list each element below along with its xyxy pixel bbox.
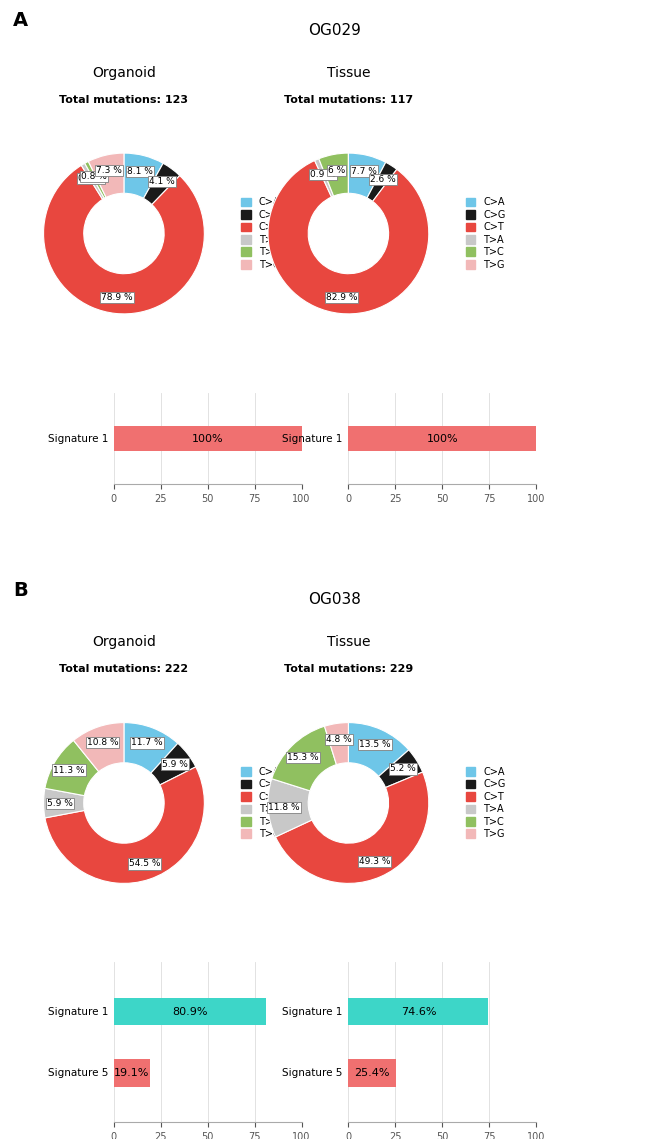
- Text: Signature 1: Signature 1: [282, 1007, 343, 1016]
- Text: 0.9 %: 0.9 %: [310, 170, 336, 179]
- Wedge shape: [151, 744, 196, 785]
- Text: 100%: 100%: [192, 434, 224, 443]
- Text: 11.3 %: 11.3 %: [53, 765, 84, 775]
- Text: 100%: 100%: [426, 434, 458, 443]
- Text: 25.4%: 25.4%: [354, 1068, 390, 1077]
- Text: Total mutations: 123: Total mutations: 123: [60, 95, 188, 105]
- Legend: C>A, C>G, C>T, T>A, T>C, T>G: C>A, C>G, C>T, T>A, T>C, T>G: [239, 196, 283, 271]
- Wedge shape: [74, 722, 124, 772]
- Wedge shape: [45, 740, 98, 796]
- Wedge shape: [44, 165, 204, 314]
- Text: Tissue: Tissue: [327, 636, 370, 649]
- Text: Organoid: Organoid: [92, 636, 156, 649]
- Text: 8.1 %: 8.1 %: [127, 166, 153, 175]
- Text: 0.8 %: 0.8 %: [81, 172, 107, 181]
- Text: 7.3 %: 7.3 %: [96, 166, 122, 175]
- Wedge shape: [124, 153, 163, 198]
- Wedge shape: [268, 161, 429, 314]
- Text: 0.8 %: 0.8 %: [78, 173, 104, 182]
- Text: 11.7 %: 11.7 %: [131, 738, 163, 747]
- Text: 7.7 %: 7.7 %: [351, 166, 377, 175]
- Text: 6 %: 6 %: [328, 166, 345, 174]
- Wedge shape: [81, 163, 105, 199]
- Text: 19.1%: 19.1%: [114, 1068, 149, 1077]
- Wedge shape: [324, 722, 348, 764]
- Text: 2.6 %: 2.6 %: [370, 174, 396, 183]
- Legend: C>A, C>G, C>T, T>A, T>C, T>G: C>A, C>G, C>T, T>A, T>C, T>G: [239, 765, 283, 841]
- Wedge shape: [124, 722, 178, 773]
- Text: 15.3 %: 15.3 %: [287, 753, 319, 762]
- Text: Signature 5: Signature 5: [282, 1068, 343, 1077]
- Text: 78.9 %: 78.9 %: [101, 293, 133, 302]
- Wedge shape: [275, 772, 429, 884]
- Text: 80.9%: 80.9%: [172, 1007, 208, 1016]
- Bar: [114, 1059, 149, 1087]
- Wedge shape: [367, 162, 397, 202]
- Text: A: A: [13, 11, 29, 31]
- Text: 13.5 %: 13.5 %: [359, 740, 391, 748]
- Text: 10.8 %: 10.8 %: [86, 738, 119, 747]
- Text: Organoid: Organoid: [92, 66, 156, 80]
- Text: Signature 1: Signature 1: [48, 1007, 109, 1016]
- Wedge shape: [44, 788, 84, 818]
- Bar: [348, 426, 536, 451]
- Text: Signature 1: Signature 1: [48, 434, 109, 443]
- Text: 82.9 %: 82.9 %: [326, 293, 357, 302]
- Wedge shape: [268, 779, 312, 837]
- Text: 5.2 %: 5.2 %: [390, 764, 416, 773]
- Bar: [114, 998, 266, 1025]
- Text: OG029: OG029: [309, 23, 361, 38]
- Bar: [114, 426, 302, 451]
- Text: OG038: OG038: [309, 592, 361, 607]
- Text: 74.6%: 74.6%: [401, 1007, 436, 1016]
- Text: 54.5 %: 54.5 %: [129, 860, 160, 868]
- Text: Signature 1: Signature 1: [282, 434, 343, 443]
- Wedge shape: [348, 722, 409, 777]
- Wedge shape: [88, 153, 124, 197]
- Text: Signature 5: Signature 5: [48, 1068, 109, 1077]
- Text: Tissue: Tissue: [327, 66, 370, 80]
- Text: 5.9 %: 5.9 %: [162, 760, 188, 769]
- Text: Total mutations: 229: Total mutations: 229: [284, 664, 413, 674]
- Text: 4.1 %: 4.1 %: [149, 178, 175, 187]
- Wedge shape: [272, 727, 336, 790]
- Wedge shape: [348, 153, 386, 198]
- Text: 4.8 %: 4.8 %: [326, 735, 352, 744]
- Bar: [348, 1059, 396, 1087]
- Text: Total mutations: 117: Total mutations: 117: [284, 95, 413, 105]
- Wedge shape: [319, 153, 348, 196]
- Wedge shape: [85, 162, 106, 198]
- Text: 5.9 %: 5.9 %: [47, 798, 72, 808]
- Wedge shape: [379, 749, 423, 787]
- Legend: C>A, C>G, C>T, T>A, T>C, T>G: C>A, C>G, C>T, T>A, T>C, T>G: [464, 765, 508, 841]
- Text: Total mutations: 222: Total mutations: 222: [60, 664, 188, 674]
- Wedge shape: [143, 163, 180, 205]
- Wedge shape: [315, 158, 334, 197]
- Wedge shape: [45, 767, 204, 884]
- Text: 11.8 %: 11.8 %: [269, 803, 300, 812]
- Text: B: B: [13, 581, 28, 600]
- Bar: [348, 998, 488, 1025]
- Text: 49.3 %: 49.3 %: [358, 858, 390, 867]
- Legend: C>A, C>G, C>T, T>A, T>C, T>G: C>A, C>G, C>T, T>A, T>C, T>G: [464, 196, 508, 271]
